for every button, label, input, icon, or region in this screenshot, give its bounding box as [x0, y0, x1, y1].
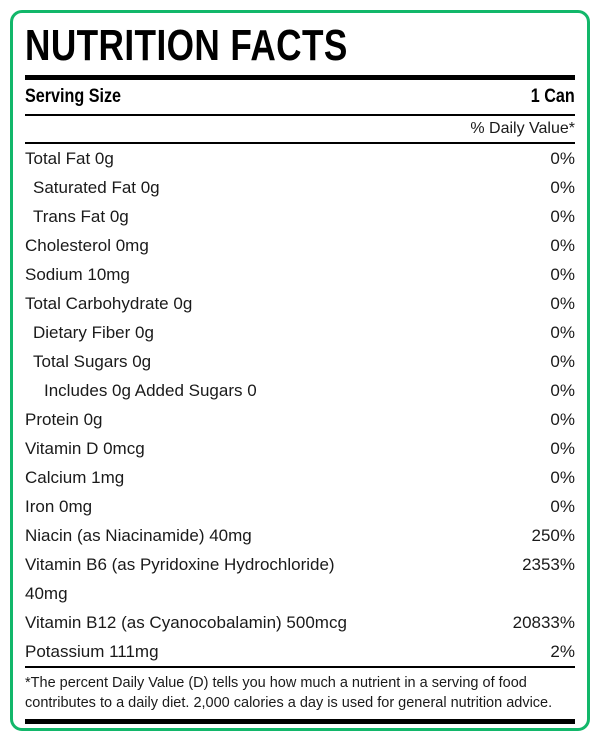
nutrient-value: 2% [550, 642, 575, 661]
nutrient-label: Sodium 10mg [25, 260, 130, 289]
nutrient-value: 250% [531, 526, 575, 545]
daily-value-header-row: % Daily Value* [25, 116, 575, 142]
nutrient-row: Total Carbohydrate 0g 0% [25, 289, 575, 318]
nutrient-label-line1: Total Sugars 0g [33, 352, 152, 371]
nutrient-row: Vitamin B12 (as Cyanocobalamin) 500mcg 2… [25, 608, 575, 637]
footnote-divider [25, 666, 575, 668]
nutrient-value: 0% [550, 323, 575, 342]
nutrition-facts-card: NUTRITION FACTS Serving Size 1 Can % Dai… [10, 10, 590, 731]
nutrient-label: Total Carbohydrate 0g [25, 289, 192, 318]
label-title: NUTRITION FACTS [25, 21, 348, 70]
nutrient-label: Vitamin D 0mcg [25, 434, 145, 463]
nutrient-label-line1: Niacin (as Niacinamide) 40mg [25, 526, 252, 545]
nutrient-row: Total Sugars 0g 0% [25, 347, 575, 376]
nutrient-label-line1: Protein 0g [25, 410, 103, 429]
nutrient-label: Saturated Fat 0g [25, 173, 160, 202]
nutrient-label-line1: Dietary Fiber 0g [33, 323, 154, 342]
nutrient-value: 0% [550, 207, 575, 226]
nutrient-label: Includes 0g Added Sugars 0 [25, 376, 257, 405]
nutrient-row: Vitamin D 0mcg 0% [25, 434, 575, 463]
nutrient-row: Saturated Fat 0g 0% [25, 173, 575, 202]
nutrient-label-line1: Potassium 111mg [25, 642, 159, 661]
bottom-bar [25, 719, 575, 724]
nutrient-row: Niacin (as Niacinamide) 40mg 250% [25, 521, 575, 550]
nutrient-row: Sodium 10mg 0% [25, 260, 575, 289]
nutrient-label-line1: Trans Fat 0g [33, 207, 129, 226]
nutrient-label: Potassium 111mg [25, 637, 159, 666]
nutrient-row: Protein 0g 0% [25, 405, 575, 434]
nutrient-row: Total Fat 0g 0% [25, 144, 575, 173]
serving-size-label: Serving Size [25, 86, 122, 107]
nutrient-label: Dietary Fiber 0g [25, 318, 154, 347]
nutrient-label-line1: Total Fat 0g [25, 149, 114, 168]
nutrient-label-line1: Cholesterol 0mg [25, 236, 149, 255]
nutrient-label-line1: Total Carbohydrate 0g [25, 294, 193, 313]
nutrient-label-line1: Iron 0mg [25, 497, 93, 516]
nutrient-value: 0% [550, 352, 575, 371]
nutrient-value: 0% [550, 381, 575, 400]
nutrient-row: Iron 0mg 0% [25, 492, 575, 521]
nutrient-row: Trans Fat 0g 0% [25, 202, 575, 231]
nutrient-value: 0% [550, 236, 575, 255]
nutrient-label-line1: Vitamin D 0mcg [25, 439, 145, 458]
nutrient-value: 0% [550, 497, 575, 516]
nutrient-row: Potassium 111mg 2% [25, 637, 575, 666]
nutrient-label: Vitamin B12 (as Cyanocobalamin) 500mcg [25, 608, 347, 637]
nutrient-label: Calcium 1mg [25, 463, 124, 492]
nutrient-label: Vitamin B6 (as Pyridoxine Hydrochloride)… [25, 550, 335, 608]
nutrient-row: Cholesterol 0mg 0% [25, 231, 575, 260]
nutrient-label: Trans Fat 0g [25, 202, 129, 231]
nutrient-label: Protein 0g [25, 405, 103, 434]
nutrient-label: Cholesterol 0mg [25, 231, 149, 260]
title-divider-thick [25, 75, 575, 80]
nutrient-value: 2353% [522, 555, 575, 574]
nutrient-label: Niacin (as Niacinamide) 40mg [25, 521, 252, 550]
nutrient-label: Total Fat 0g [25, 144, 114, 173]
nutrient-value: 0% [550, 294, 575, 313]
nutrient-label: Iron 0mg [25, 492, 92, 521]
nutrient-label-line1: Calcium 1mg [25, 468, 125, 487]
nutrient-value: 0% [550, 149, 575, 168]
nutrient-label-line2: 40mg [25, 584, 68, 603]
nutrient-value: 20833% [512, 613, 575, 632]
nutrient-label-line1: Vitamin B12 (as Cyanocobalamin) 500mcg [25, 613, 347, 632]
nutrient-row: Dietary Fiber 0g 0% [25, 318, 575, 347]
nutrient-value: 0% [550, 439, 575, 458]
footnote-text: *The percent Daily Value (D) tells you h… [25, 675, 553, 711]
nutrient-value: 0% [550, 410, 575, 429]
nutrient-value: 0% [550, 265, 575, 284]
serving-divider [25, 114, 575, 116]
nutrient-label-line1: Vitamin B6 (as Pyridoxine Hydrochloride) [25, 555, 335, 574]
nutrient-label-line1: Sodium 10mg [25, 265, 130, 284]
nutrient-label: Total Sugars 0g [25, 347, 151, 376]
nutrient-value: 0% [550, 468, 575, 487]
nutrient-row: Calcium 1mg 0% [25, 463, 575, 492]
header-divider [25, 142, 575, 144]
nutrient-label-line1: Includes 0g Added Sugars 0 [44, 381, 257, 400]
nutrient-label-line1: Saturated Fat 0g [33, 178, 160, 197]
serving-size-value: 1 Can [531, 86, 575, 107]
nutrient-value: 0% [550, 178, 575, 197]
nutrient-row: Includes 0g Added Sugars 0 0% [25, 376, 575, 405]
nutrient-rows: Total Fat 0g 0% Saturated Fat 0g 0% Tran… [25, 144, 575, 666]
serving-size-row: Serving Size 1 Can [25, 80, 575, 114]
daily-value-header: % Daily Value* [470, 120, 575, 137]
nutrient-row: Vitamin B6 (as Pyridoxine Hydrochloride)… [25, 550, 575, 608]
